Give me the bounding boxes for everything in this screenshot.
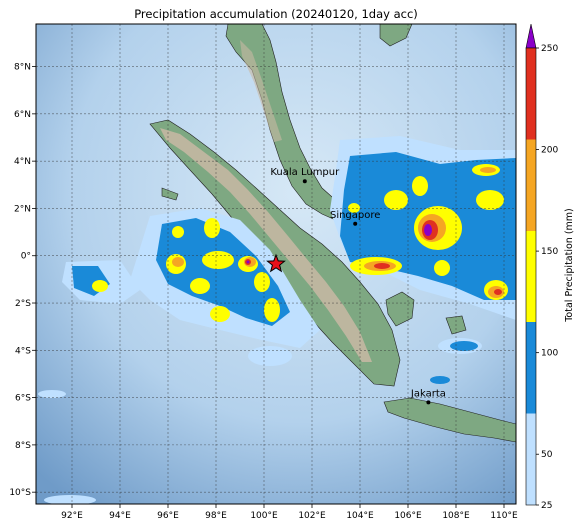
y-tick-label: 8°N — [14, 63, 31, 73]
x-tick-label: 104°E — [346, 511, 374, 521]
x-tick-label: 94°E — [109, 511, 131, 521]
x-tick-label: 106°E — [394, 511, 422, 521]
x-tick-label: 96°E — [157, 511, 179, 521]
y-axis-ticks: 8°N 6°N 4°N 2°N 0° 2°S 4°S 6°S 8°S 10°S — [9, 63, 36, 498]
colorbar-tick-label: 100 — [541, 349, 558, 359]
y-tick-label: 6°N — [14, 110, 31, 120]
colorbar-extend-arrow — [525, 23, 537, 49]
x-axis-ticks: 92°E 94°E 96°E 98°E 100°E 102°E 104°E 106°E 108°… — [61, 504, 518, 521]
city-label: Jakarta — [410, 388, 446, 399]
colorbar-body — [525, 47, 537, 506]
colorbar-tick-label: 150 — [541, 247, 558, 257]
gridlines — [36, 24, 516, 504]
map-title: Precipitation accumulation (20240120, 1d… — [134, 7, 418, 21]
y-tick-label: 8°S — [15, 441, 31, 451]
land-indochina — [379, 24, 413, 47]
highland-barisan — [160, 128, 372, 362]
colorbar-tick-label: 200 — [541, 146, 558, 156]
colorbar: 25 50 100 150 200 250 Total Precipitation (mm… — [525, 23, 575, 511]
x-tick-label: 92°E — [61, 511, 83, 521]
city-label: Kuala Lumpur — [270, 167, 340, 178]
x-tick-label: 108°E — [442, 511, 470, 521]
land-java — [383, 397, 516, 443]
map-panel: Kuala Lumpur Singapore Jakarta — [36, 24, 516, 504]
star-marker — [266, 253, 286, 273]
map-frame — [35, 23, 517, 505]
colorbar-tick-label: 25 — [541, 501, 552, 511]
colorbar-ticks: 25 50 100 150 200 250 — [536, 44, 558, 511]
city-dot — [302, 179, 307, 184]
y-tick-label: 6°S — [15, 394, 31, 404]
land-bangka — [385, 291, 415, 327]
y-tick-label: 10°S — [9, 488, 31, 498]
land-simeulue — [161, 187, 179, 201]
city-label: Singapore — [330, 210, 380, 221]
precip-max — [246, 224, 432, 264]
y-tick-label: 4°N — [14, 157, 31, 167]
y-tick-label: 2°S — [15, 299, 31, 309]
city-dot — [353, 221, 358, 226]
highland-malay — [240, 40, 282, 142]
x-tick-label: 98°E — [205, 511, 227, 521]
y-tick-label: 4°S — [15, 346, 31, 356]
y-tick-label: 0° — [21, 252, 31, 262]
cities: Kuala Lumpur Singapore Jakarta — [270, 167, 446, 405]
colorbar-label: Total Precipitation (mm) — [564, 208, 575, 323]
x-tick-label: 102°E — [298, 511, 326, 521]
city-dot — [426, 400, 431, 405]
colorbar-tick-label: 50 — [541, 450, 553, 460]
x-tick-label: 100°E — [250, 511, 278, 521]
colorbar-tick-label: 250 — [541, 44, 558, 54]
y-tick-label: 2°N — [14, 204, 31, 214]
x-tick-label: 110°E — [490, 511, 518, 521]
